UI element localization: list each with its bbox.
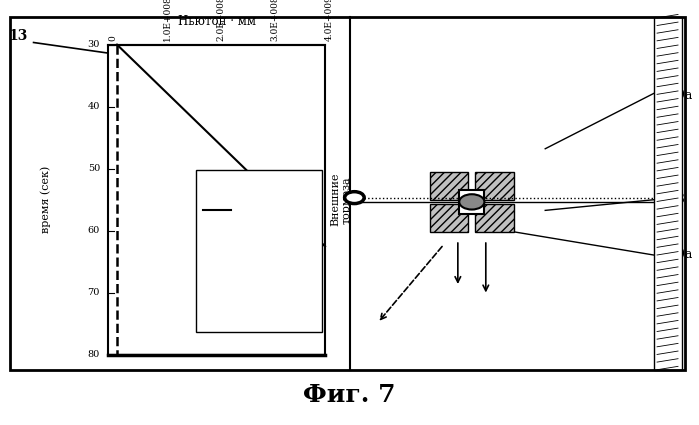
- Bar: [654, 17, 682, 370]
- Text: 70: 70: [87, 288, 100, 298]
- Text: 40: 40: [87, 102, 100, 111]
- Text: 1.0E+008: 1.0E+008: [162, 0, 171, 41]
- Bar: [108, 45, 325, 355]
- Text: 4.0E+009: 4.0E+009: [325, 0, 334, 41]
- Text: 30: 30: [87, 40, 100, 49]
- Text: 2.0E+008: 2.0E+008: [217, 0, 226, 41]
- Circle shape: [459, 194, 484, 210]
- Text: 60: 60: [87, 226, 100, 235]
- Bar: [10, 17, 685, 370]
- Text: 50: 50: [87, 164, 100, 173]
- Text: 0: 0: [108, 35, 117, 41]
- Bar: [475, 172, 514, 200]
- Circle shape: [345, 192, 364, 204]
- Text: Ньютон · мм: Ньютон · мм: [178, 15, 256, 28]
- Text: Фиг. 7: Фиг. 7: [303, 383, 396, 407]
- Bar: [459, 190, 484, 213]
- Text: 23: 23: [670, 193, 686, 206]
- Text: 80: 80: [87, 350, 100, 360]
- Text: 13: 13: [8, 29, 27, 43]
- Bar: [196, 170, 322, 332]
- Bar: [475, 204, 514, 232]
- Bar: [430, 204, 468, 232]
- Text: время (сек): время (сек): [40, 166, 51, 233]
- Text: 3.0E+008: 3.0E+008: [271, 0, 280, 41]
- Text: Внешние
тормоза: Внешние тормоза: [331, 173, 352, 227]
- Text: 20a: 20a: [670, 249, 693, 261]
- Text: 19a: 19a: [670, 89, 693, 102]
- Text: Макс. возд.
Торм. Давл.: Макс. возд. Торм. Давл.: [249, 223, 268, 279]
- Bar: [430, 172, 468, 200]
